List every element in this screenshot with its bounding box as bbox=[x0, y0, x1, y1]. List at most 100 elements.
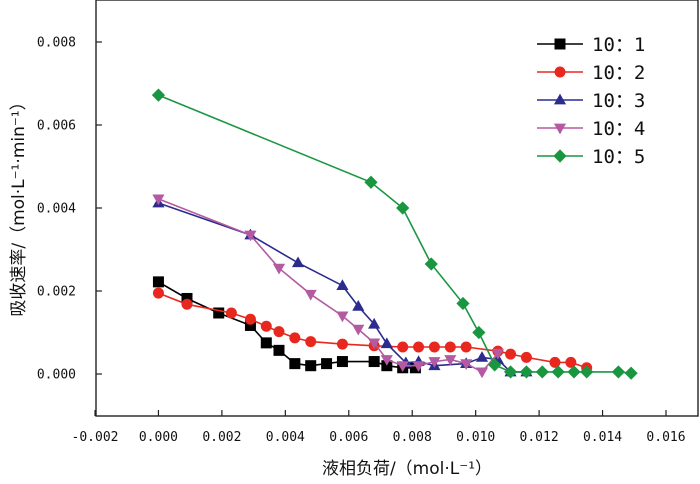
x-tick-label: 0.014 bbox=[583, 430, 622, 445]
x-tick-label: 0.000 bbox=[139, 430, 178, 445]
data-point bbox=[460, 359, 473, 370]
data-point bbox=[244, 313, 256, 325]
data-point bbox=[368, 317, 381, 329]
data-point bbox=[304, 289, 317, 301]
legend-label: 10：1 bbox=[592, 34, 645, 56]
data-point bbox=[336, 338, 348, 350]
data-point bbox=[260, 320, 272, 332]
x-tick-label: -0.002 bbox=[72, 430, 119, 445]
data-point bbox=[151, 88, 166, 102]
y-tick-label: 0.000 bbox=[37, 368, 76, 383]
data-point bbox=[380, 337, 393, 349]
y-tick-label: 0.008 bbox=[37, 36, 76, 51]
legend-label: 10：4 bbox=[592, 118, 645, 140]
data-point bbox=[491, 348, 504, 360]
legend-item: 10：5 bbox=[537, 146, 645, 168]
data-point bbox=[244, 319, 256, 331]
data-point bbox=[456, 296, 470, 311]
series-line bbox=[158, 94, 632, 374]
data-point bbox=[289, 358, 301, 370]
legend-item: 10：3 bbox=[537, 90, 645, 112]
data-point bbox=[475, 367, 489, 379]
data-point bbox=[364, 175, 378, 189]
data-point bbox=[336, 356, 348, 368]
data-point bbox=[567, 365, 581, 379]
data-point bbox=[244, 230, 257, 242]
data-point bbox=[460, 341, 472, 353]
data-point bbox=[352, 324, 365, 336]
data-point bbox=[424, 257, 438, 271]
data-point bbox=[336, 279, 349, 291]
data-point bbox=[272, 263, 286, 275]
series-4 bbox=[152, 194, 504, 379]
data-point bbox=[273, 344, 285, 356]
data-point bbox=[336, 311, 349, 323]
data-point bbox=[475, 351, 489, 362]
legend-label: 10：2 bbox=[592, 62, 645, 84]
data-point bbox=[152, 287, 164, 299]
data-point bbox=[291, 256, 305, 268]
data-point bbox=[397, 341, 409, 353]
data-point bbox=[428, 357, 441, 368]
data-point bbox=[553, 93, 567, 105]
data-point bbox=[488, 358, 502, 372]
data-point bbox=[409, 362, 421, 374]
data-point bbox=[321, 358, 333, 370]
legend-item: 10：4 bbox=[537, 118, 645, 140]
x-tick-label: 0.004 bbox=[266, 430, 305, 445]
data-point bbox=[225, 307, 237, 319]
legend-item: 10：2 bbox=[537, 62, 645, 84]
legend-label: 10：5 bbox=[592, 146, 645, 168]
axes: -0.002 0.000 0.002 0.004 0.006 0.008 0.010 0.01… bbox=[37, 0, 699, 445]
data-point bbox=[519, 365, 534, 379]
data-point bbox=[368, 356, 380, 368]
data-point bbox=[503, 365, 518, 379]
data-point bbox=[152, 276, 164, 288]
x-tick-label: 0.006 bbox=[329, 430, 368, 445]
data-point bbox=[305, 336, 317, 348]
y-tick-label: 0.002 bbox=[37, 285, 76, 300]
series-5 bbox=[151, 88, 638, 380]
y-axis-title: 吸收速率/（mol·L⁻¹·min⁻¹） bbox=[9, 93, 29, 316]
x-axis-title: 液相负荷/（mol·L⁻¹） bbox=[322, 459, 492, 479]
data-point bbox=[551, 365, 565, 379]
data-point bbox=[412, 361, 425, 373]
data-point bbox=[472, 325, 486, 340]
data-point bbox=[444, 341, 456, 353]
data-point bbox=[273, 326, 285, 338]
series-layer bbox=[151, 88, 638, 380]
data-point bbox=[305, 360, 317, 372]
data-point bbox=[396, 361, 409, 373]
data-point bbox=[565, 356, 577, 368]
legend-label: 10：3 bbox=[592, 90, 645, 112]
x-tick-label: 0.012 bbox=[520, 430, 559, 445]
data-point bbox=[260, 337, 272, 349]
data-point bbox=[289, 332, 301, 344]
data-point bbox=[554, 38, 566, 50]
legend-item: 10：1 bbox=[537, 34, 645, 56]
x-tick-label: 0.002 bbox=[202, 430, 241, 445]
data-point bbox=[152, 194, 165, 206]
x-tick-label: 0.016 bbox=[646, 430, 685, 445]
y-tick-label: 0.004 bbox=[37, 202, 76, 217]
data-point bbox=[611, 365, 626, 379]
data-point bbox=[181, 292, 193, 304]
data-point bbox=[368, 338, 381, 350]
data-point bbox=[549, 356, 561, 368]
data-point bbox=[213, 307, 225, 319]
data-point bbox=[181, 298, 193, 310]
data-point bbox=[554, 66, 566, 78]
series-1 bbox=[152, 276, 421, 374]
data-point bbox=[553, 123, 567, 135]
data-point bbox=[380, 355, 393, 366]
data-point bbox=[428, 341, 440, 353]
y-tick-label: 0.006 bbox=[37, 119, 76, 134]
data-point bbox=[520, 351, 532, 363]
data-point bbox=[624, 366, 638, 380]
data-point bbox=[352, 300, 365, 311]
data-point bbox=[553, 149, 567, 163]
data-point bbox=[580, 365, 594, 379]
data-point bbox=[505, 348, 517, 360]
x-tick-label: 0.008 bbox=[393, 430, 432, 445]
